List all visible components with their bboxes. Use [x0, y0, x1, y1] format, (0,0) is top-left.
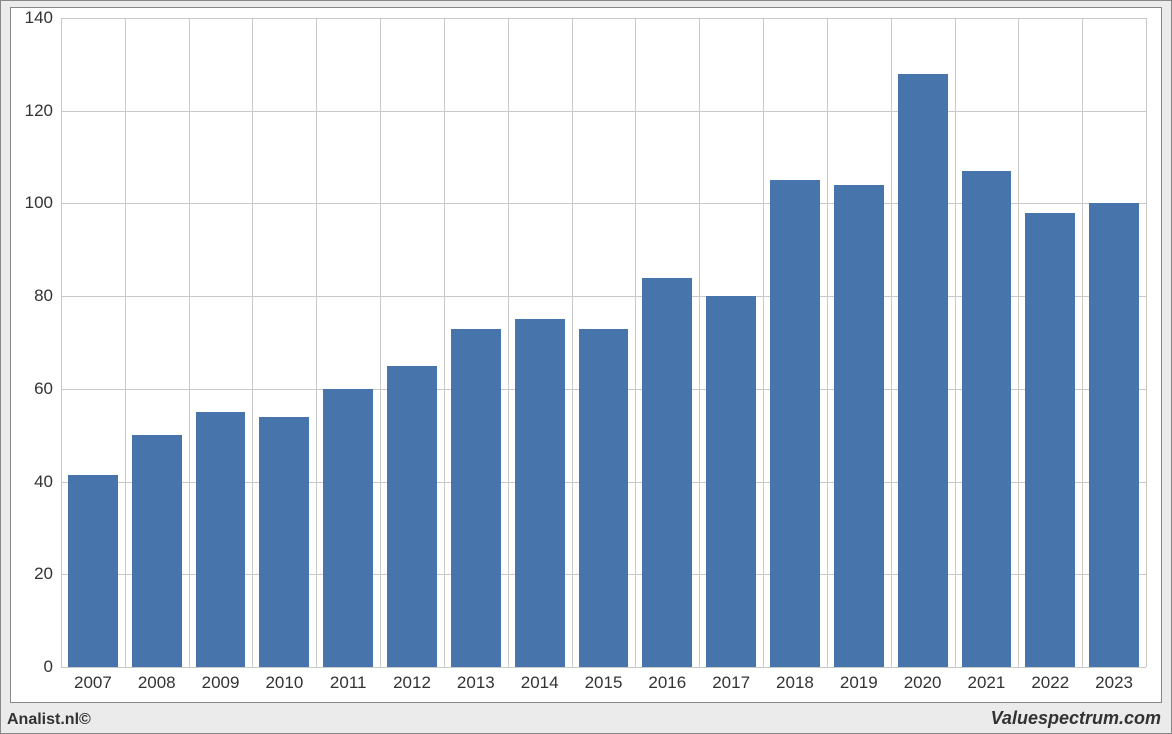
- bar: [259, 417, 309, 667]
- x-axis-label: 2020: [904, 667, 942, 693]
- bar: [706, 296, 756, 667]
- grid-line-vertical: [189, 18, 190, 667]
- x-axis-label: 2010: [265, 667, 303, 693]
- grid-line-vertical: [1018, 18, 1019, 667]
- grid-line-vertical: [763, 18, 764, 667]
- x-axis-label: 2012: [393, 667, 431, 693]
- grid-line-vertical: [699, 18, 700, 667]
- x-axis-label: 2018: [776, 667, 814, 693]
- y-axis-label: 20: [34, 564, 61, 584]
- grid-line-vertical: [635, 18, 636, 667]
- y-axis-label: 60: [34, 379, 61, 399]
- grid-line-vertical: [61, 18, 62, 667]
- footer-right-text: Valuespectrum.com: [991, 708, 1161, 729]
- grid-line-vertical: [827, 18, 828, 667]
- grid-line-vertical: [572, 18, 573, 667]
- y-axis-label: 120: [25, 101, 61, 121]
- y-axis-label: 140: [25, 8, 61, 28]
- grid-line-vertical: [316, 18, 317, 667]
- bar: [1025, 213, 1075, 667]
- grid-line-horizontal: [61, 111, 1146, 112]
- bar: [962, 171, 1012, 667]
- grid-line-vertical: [444, 18, 445, 667]
- x-axis-label: 2007: [74, 667, 112, 693]
- bar: [196, 412, 246, 667]
- x-axis-label: 2013: [457, 667, 495, 693]
- bar: [515, 319, 565, 667]
- bar: [451, 329, 501, 667]
- grid-line-vertical: [125, 18, 126, 667]
- x-axis-label: 2021: [968, 667, 1006, 693]
- grid-line-vertical: [508, 18, 509, 667]
- x-axis-label: 2009: [202, 667, 240, 693]
- bar: [323, 389, 373, 667]
- y-axis-label: 0: [44, 657, 61, 677]
- grid-line-vertical: [1082, 18, 1083, 667]
- bar: [579, 329, 629, 667]
- grid-line-vertical: [1146, 18, 1147, 667]
- bar: [68, 475, 118, 667]
- bar: [132, 435, 182, 667]
- y-axis-label: 80: [34, 286, 61, 306]
- bar: [834, 185, 884, 667]
- x-axis-label: 2008: [138, 667, 176, 693]
- x-axis-label: 2015: [585, 667, 623, 693]
- x-axis-label: 2011: [330, 667, 367, 693]
- y-axis-label: 40: [34, 472, 61, 492]
- x-axis-label: 2019: [840, 667, 878, 693]
- grid-line-vertical: [955, 18, 956, 667]
- chart-container: 0 20 40 60 80 100 120 140 2007 2008 2009 2010 2011 20…: [0, 0, 1172, 734]
- bar: [898, 74, 948, 667]
- plot-area: 0204060801001201402007200820092010201120…: [61, 18, 1146, 667]
- y-axis-label: 100: [25, 193, 61, 213]
- grid-line-vertical: [380, 18, 381, 667]
- footer-left-text: Analist.nl©: [7, 711, 91, 729]
- x-axis-label: 2014: [521, 667, 559, 693]
- bar: [1089, 203, 1139, 667]
- x-axis-label: 2022: [1031, 667, 1069, 693]
- grid-line-vertical: [891, 18, 892, 667]
- x-axis-label: 2016: [648, 667, 686, 693]
- bar: [387, 366, 437, 667]
- grid-line-horizontal: [61, 18, 1146, 19]
- bar: [770, 180, 820, 667]
- bar: [642, 278, 692, 667]
- x-axis-label: 2017: [712, 667, 750, 693]
- plot-frame: 0 20 40 60 80 100 120 140 2007 2008 2009 2010 2011 20…: [10, 7, 1162, 703]
- x-axis-label: 2023: [1095, 667, 1133, 693]
- grid-line-vertical: [252, 18, 253, 667]
